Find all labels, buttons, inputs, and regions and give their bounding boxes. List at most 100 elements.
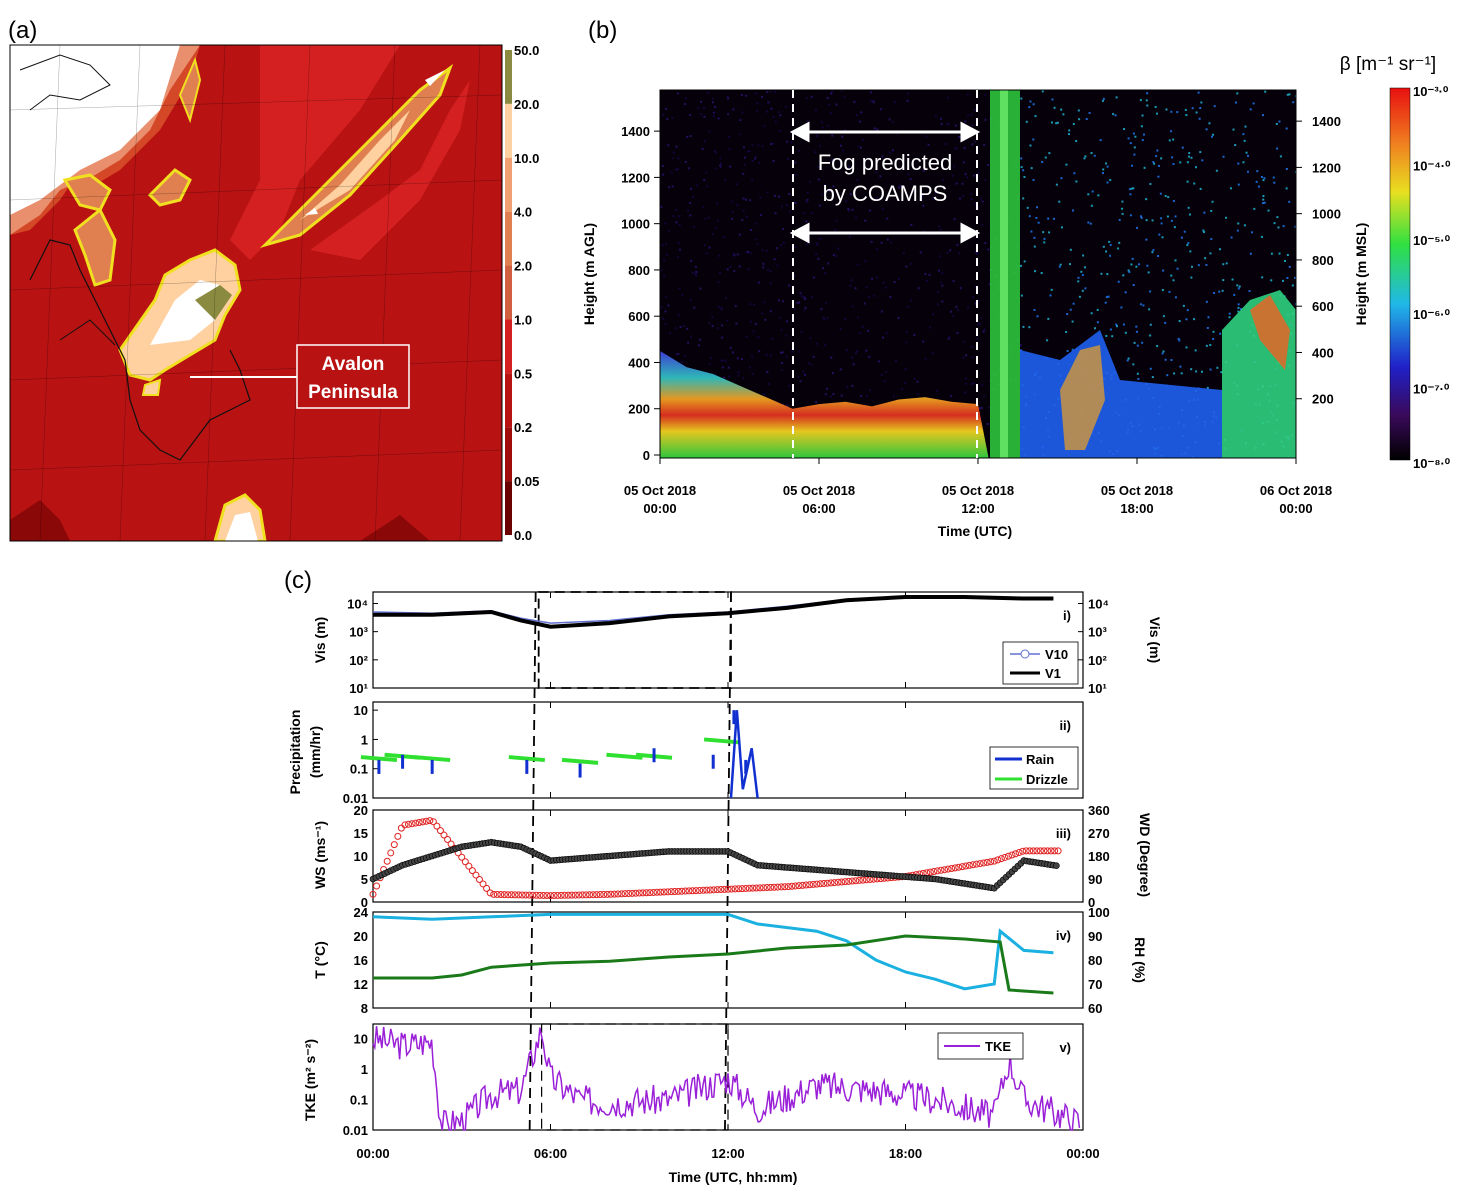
wd-point bbox=[689, 887, 696, 895]
backscatter-speckle bbox=[724, 179, 727, 182]
backscatter-speckle bbox=[979, 407, 982, 410]
backscatter-speckle bbox=[879, 108, 882, 111]
backscatter-speckle bbox=[749, 229, 752, 232]
backscatter-speckle bbox=[1149, 182, 1152, 185]
backscatter-speckle bbox=[860, 111, 863, 114]
backscatter-speckle bbox=[1293, 276, 1296, 279]
backscatter-speckle bbox=[816, 134, 819, 137]
backscatter-speckle bbox=[773, 90, 776, 93]
x-tick-label: 18:00 bbox=[889, 1146, 922, 1161]
wd-point bbox=[568, 891, 576, 899]
wd-point bbox=[614, 890, 622, 898]
backscatter-speckle bbox=[1233, 293, 1236, 296]
wd-point bbox=[603, 890, 611, 898]
y-right-tick-label: 10¹ bbox=[1088, 681, 1107, 696]
backscatter-speckle bbox=[851, 356, 854, 359]
backscatter-speckle bbox=[771, 142, 774, 145]
backscatter-speckle bbox=[664, 243, 667, 246]
backscatter-speckle bbox=[721, 366, 724, 369]
backscatter-speckle bbox=[964, 173, 967, 176]
backscatter-speckle bbox=[1180, 372, 1183, 375]
panel-c: i) ii) iii) iv) v) 00:00 06:00 12:00 18:00 00:00 1… bbox=[287, 591, 1163, 1161]
backscatter-speckle bbox=[689, 335, 692, 338]
y-right-tick-label: 80 bbox=[1088, 953, 1102, 968]
wd-point bbox=[749, 884, 757, 892]
wd-point bbox=[770, 883, 778, 891]
backscatter-speckle bbox=[692, 225, 695, 228]
backscatter-speckle bbox=[907, 173, 910, 176]
backscatter-speckle bbox=[988, 283, 991, 286]
backscatter-speckle bbox=[1077, 109, 1080, 112]
backscatter-speckle bbox=[1201, 159, 1204, 162]
backscatter-speckle bbox=[955, 305, 958, 308]
wd-point bbox=[664, 888, 672, 896]
backscatter-speckle bbox=[662, 173, 665, 176]
backscatter-speckle bbox=[1136, 344, 1139, 347]
backscatter-speckle bbox=[803, 296, 806, 299]
backscatter-speckle bbox=[1237, 310, 1240, 313]
backscatter-speckle bbox=[1285, 127, 1288, 130]
backscatter-speckle bbox=[1146, 92, 1149, 95]
backscatter-speckle bbox=[727, 97, 730, 100]
backscatter-speckle bbox=[824, 183, 827, 186]
backscatter-speckle bbox=[1231, 278, 1234, 281]
backscatter-speckle bbox=[667, 304, 670, 307]
subplot-ylabel: T (°C) bbox=[312, 941, 328, 978]
wd-point bbox=[791, 882, 799, 890]
y-right-tick-label: 1000 bbox=[1312, 207, 1341, 222]
y-tick-label: 10³ bbox=[349, 625, 368, 640]
backscatter-speckle bbox=[675, 353, 678, 356]
backscatter-speckle bbox=[1145, 99, 1148, 102]
backscatter-speckle bbox=[1178, 320, 1181, 323]
backscatter-speckle bbox=[1178, 339, 1181, 342]
backscatter-speckle bbox=[782, 300, 785, 303]
backscatter-speckle bbox=[1030, 230, 1033, 233]
wd-point bbox=[1026, 847, 1034, 855]
backscatter-speckle bbox=[809, 337, 812, 340]
wd-point bbox=[412, 819, 420, 827]
y-right-tick-label: 10³ bbox=[1088, 625, 1107, 640]
backscatter-speckle bbox=[977, 300, 980, 303]
backscatter-speckle bbox=[712, 115, 715, 118]
backscatter-speckle bbox=[961, 182, 964, 185]
backscatter-speckle bbox=[763, 301, 766, 304]
backscatter-speckle bbox=[1041, 90, 1044, 93]
backscatter-speckle bbox=[1072, 302, 1075, 305]
backscatter-speckle bbox=[794, 173, 797, 176]
backscatter-speckle bbox=[970, 113, 973, 116]
wd-point bbox=[596, 891, 604, 899]
backscatter-speckle bbox=[1104, 301, 1107, 304]
backscatter-speckle bbox=[950, 310, 953, 313]
backscatter-speckle bbox=[1236, 284, 1239, 287]
wd-point bbox=[1012, 850, 1020, 858]
backscatter-speckle bbox=[806, 119, 809, 122]
colorbar-title: β [m⁻¹ sr⁻¹] bbox=[1340, 54, 1436, 75]
backscatter-speckle bbox=[786, 140, 789, 143]
backscatter-speckle bbox=[666, 253, 669, 256]
backscatter-speckle bbox=[736, 253, 739, 256]
backscatter-speckle bbox=[662, 318, 665, 321]
backscatter-speckle bbox=[1272, 176, 1275, 179]
backscatter-speckle bbox=[762, 266, 765, 269]
backscatter-speckle bbox=[1131, 164, 1134, 167]
backscatter-speckle bbox=[786, 158, 789, 161]
backscatter-speckle bbox=[1186, 161, 1189, 164]
fog-annotation-line1: Fog predicted bbox=[818, 150, 953, 175]
backscatter-speckle bbox=[720, 162, 723, 165]
backscatter-speckle bbox=[1277, 226, 1280, 229]
backscatter-speckle bbox=[1260, 175, 1263, 178]
backscatter-speckle bbox=[858, 331, 861, 334]
backscatter-speckle bbox=[854, 352, 857, 355]
backscatter-speckle bbox=[723, 376, 726, 379]
backscatter-speckle bbox=[959, 197, 962, 200]
backscatter-speckle bbox=[732, 108, 735, 111]
backscatter-speckle bbox=[672, 151, 675, 154]
panel-label-c: (c) bbox=[284, 567, 312, 594]
backscatter-speckle bbox=[1115, 325, 1118, 328]
backscatter-speckle bbox=[1213, 291, 1216, 294]
backscatter-speckle bbox=[886, 238, 889, 241]
backscatter-speckle bbox=[814, 151, 817, 154]
wd-point bbox=[784, 883, 792, 891]
backscatter-speckle bbox=[1195, 111, 1198, 114]
colorbar-a-tick: 4.0 bbox=[514, 205, 532, 220]
